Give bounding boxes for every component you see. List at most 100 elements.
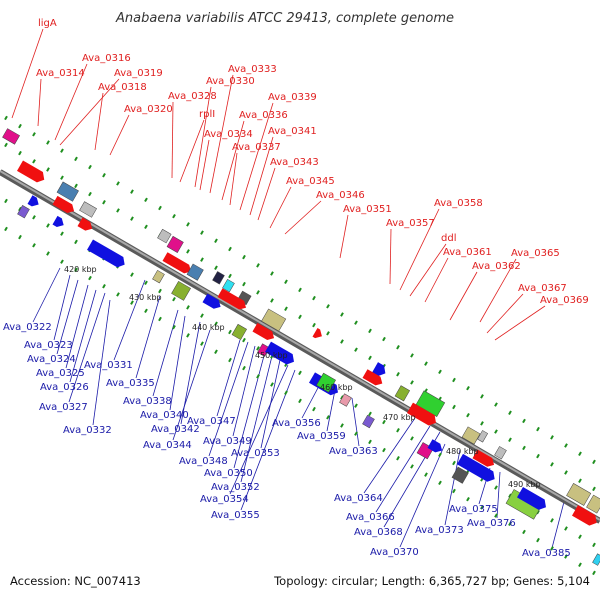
track-tick (536, 426, 540, 432)
gene-label-blue: Ava_0326 (40, 382, 89, 393)
kbp-label: 490 kbp (508, 480, 541, 489)
gene-label-blue: Ava_0354 (200, 494, 249, 505)
gene-box (316, 372, 336, 393)
gene-label-red: Ava_0336 (239, 110, 288, 121)
gene-arrow (252, 322, 275, 341)
gene-label-red: Ava_0319 (114, 68, 163, 79)
gene-label-red: Ava_0341 (268, 126, 317, 137)
track-tick (354, 320, 358, 325)
track-tick (46, 167, 50, 172)
track-tick (564, 443, 568, 448)
track-tick (46, 223, 50, 228)
gene-box (477, 430, 489, 443)
track-tick (74, 239, 78, 245)
track-tick (144, 280, 148, 286)
track-tick (564, 526, 568, 531)
leader-line-red (339, 214, 349, 259)
gene-arrow (87, 239, 125, 268)
gene-label-red: ligA (38, 18, 57, 29)
track-tick (4, 226, 8, 232)
leader-line-red (59, 78, 120, 146)
track-tick (32, 159, 36, 164)
gene-box (494, 446, 507, 460)
gene-arrow (427, 439, 443, 453)
leader-line-red (209, 74, 234, 194)
track-tick (410, 436, 414, 441)
track-tick (102, 173, 106, 178)
track-tick (102, 284, 106, 289)
track-tick (130, 216, 134, 221)
leader-line-red (171, 101, 174, 179)
leader-line-red (94, 92, 104, 151)
kbp-label: 440 kbp (192, 323, 225, 332)
leader-line-blue (32, 267, 61, 323)
map-title: Anabaena variabilis ATCC 29413, complete… (115, 11, 454, 26)
gene-label-red: Ava_0351 (343, 204, 392, 215)
gene-box (261, 308, 287, 332)
track-tick (536, 453, 540, 459)
gene-label-blue: Ava_0366 (346, 512, 395, 523)
gene-label-red: Ava_0357 (386, 218, 435, 229)
track-tick (592, 459, 596, 465)
track-tick (480, 421, 484, 426)
gene-label-red: Ava_0346 (316, 190, 365, 201)
gene-arrow (217, 288, 246, 310)
track-tick (158, 288, 162, 294)
gene-label-blue: Ava_0350 (204, 468, 253, 479)
track-tick (578, 478, 582, 483)
track-tick (102, 200, 106, 205)
gene-arrow (457, 453, 495, 482)
track-tick (466, 496, 470, 502)
track-tick (256, 263, 260, 268)
leader-line-blue (496, 471, 501, 519)
track-tick (340, 423, 344, 428)
track-tick (88, 191, 92, 197)
gene-label-blue: Ava_0332 (63, 425, 112, 436)
track-tick (18, 234, 22, 240)
leader-line-blue (351, 397, 360, 447)
track-tick (242, 365, 246, 371)
leader-line-blue (53, 274, 71, 341)
track-tick (326, 331, 330, 336)
gene-label-blue: Ava_0324 (27, 354, 76, 365)
track-tick (312, 295, 316, 301)
leader-line-blue (56, 279, 79, 355)
gene-label-blue: Ava_0352 (211, 482, 260, 493)
kbp-label: 470 kbp (383, 413, 416, 422)
track-tick (116, 292, 120, 297)
track-tick (256, 290, 260, 295)
gene-label-blue: Ava_0323 (24, 340, 73, 351)
gene-box (2, 128, 20, 145)
gene-label-red: Ava_0337 (232, 142, 281, 153)
gene-label-blue: Ava_0363 (329, 446, 378, 457)
track-tick (354, 431, 358, 436)
gene-label-red: Ava_0333 (228, 64, 277, 75)
gene-box (222, 278, 235, 293)
gene-arrow (52, 195, 75, 214)
track-tick (396, 372, 400, 377)
gene-arrow (312, 327, 322, 339)
track-tick (340, 312, 344, 317)
track-tick (74, 183, 78, 189)
track-tick (326, 415, 330, 420)
track-tick (368, 411, 372, 417)
kbp-ruler-labels: 420 kbp 430 kbp 440 kbp 450 kbp 460 kbp 470 k… (64, 265, 541, 489)
label-leaders (11, 28, 566, 549)
gene-label-red: Ava_0365 (511, 248, 560, 259)
gene-box (56, 181, 79, 202)
backbone-highlight (0, 170, 600, 521)
gene-arrow (407, 402, 436, 426)
gene-label-blue: Ava_0335 (106, 378, 155, 389)
gene-label-blue: Ava_0342 (151, 424, 200, 435)
gene-label-blue: Ava_0356 (272, 418, 321, 429)
track-tick (326, 304, 330, 309)
track-tick (18, 123, 22, 129)
track-tick (186, 305, 190, 310)
leader-line-red (179, 119, 205, 183)
leader-line-red (109, 114, 130, 156)
track-tick (4, 142, 8, 148)
leader-line-blue (301, 383, 321, 419)
track-tick (200, 257, 204, 262)
track-tick (410, 464, 414, 469)
track-tick (46, 140, 50, 145)
